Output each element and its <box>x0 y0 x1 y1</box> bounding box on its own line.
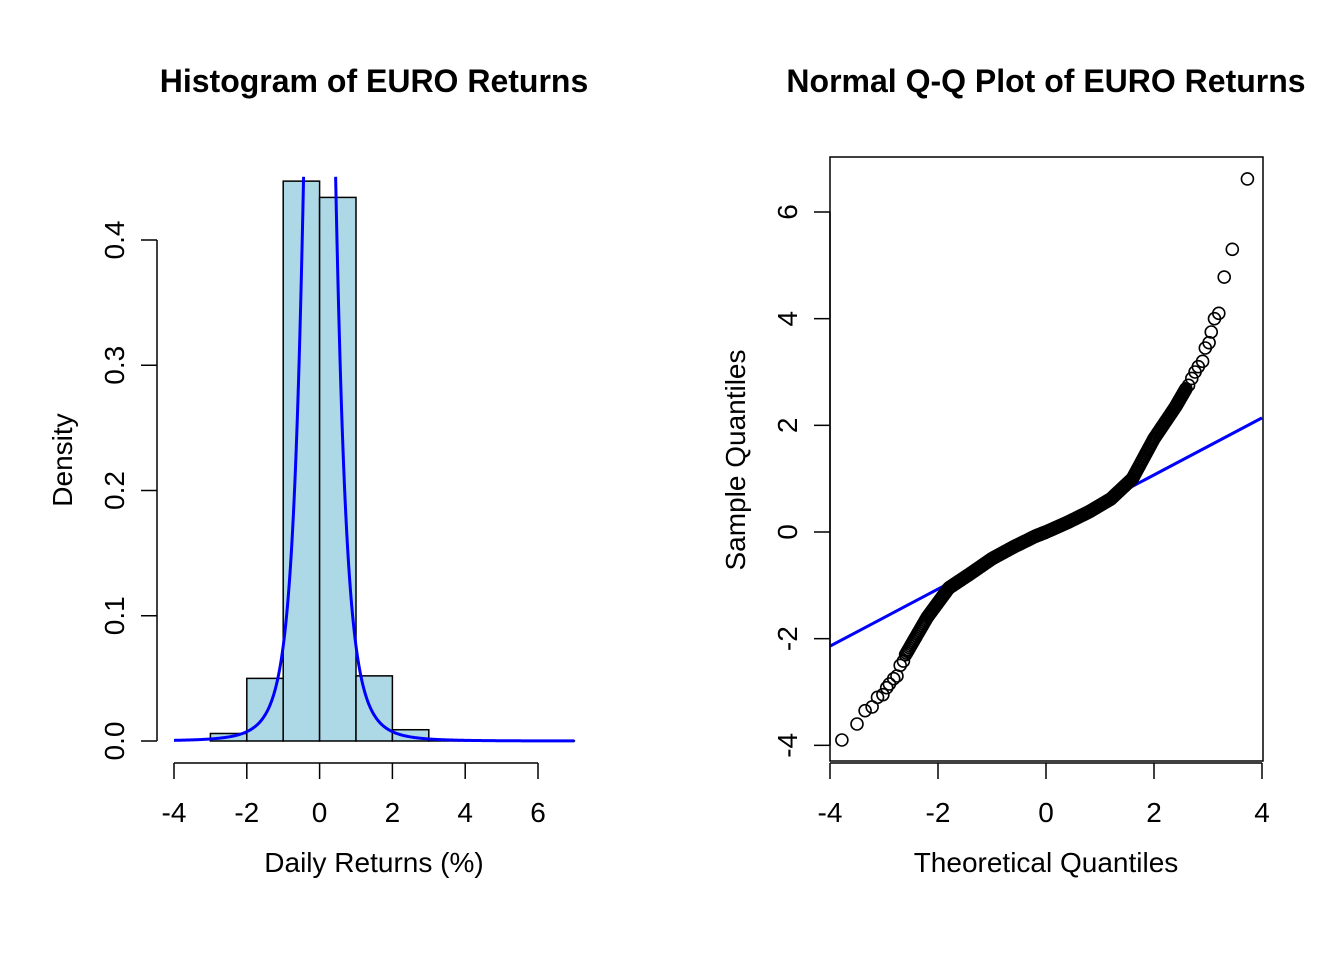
qq-point-high-10 <box>1218 271 1230 283</box>
histogram-x-label: Daily Returns (%) <box>264 847 483 878</box>
qq-x-tick-label-2: 0 <box>1038 797 1054 828</box>
qq-y-tick-label-5: 6 <box>772 204 803 220</box>
histogram-y-tick-label-4: 0.4 <box>99 221 130 260</box>
qq-y-tick-label-0: -4 <box>772 733 803 758</box>
density-curve <box>174 177 574 741</box>
histogram-y-tick-label-0: 0.0 <box>99 722 130 761</box>
histogram-bar-1 <box>247 678 283 741</box>
qq-x-tick-label-4: 4 <box>1254 797 1270 828</box>
qq-points <box>836 173 1254 746</box>
histogram-title: Histogram of EURO Returns <box>160 63 588 99</box>
histogram-y-tick-label-3: 0.3 <box>99 346 130 385</box>
histogram-x-tick-label-3: 2 <box>385 797 401 828</box>
histogram-x-axis: -4 -2 0 2 4 6 <box>162 763 546 828</box>
histogram-x-tick-label-1: -2 <box>234 797 259 828</box>
qq-point-high-12 <box>1241 173 1253 185</box>
histogram-y-axis: 0.0 0.1 0.2 0.3 0.4 <box>99 221 157 761</box>
qq-x-tick-label-1: -2 <box>926 797 951 828</box>
qq-y-axis: -4 -2 0 2 4 6 <box>772 204 830 758</box>
histogram-bars <box>210 181 574 741</box>
qq-y-tick-label-3: 2 <box>772 418 803 434</box>
qq-x-label: Theoretical Quantiles <box>914 847 1179 878</box>
qq-point-high-7 <box>1205 326 1217 338</box>
qq-point-low-1 <box>851 718 863 730</box>
qq-x-tick-label-0: -4 <box>818 797 843 828</box>
qq-x-axis: -4 -2 0 2 4 <box>818 763 1270 828</box>
qq-y-label: Sample Quantiles <box>720 349 751 570</box>
qq-y-tick-label-4: 4 <box>772 311 803 327</box>
histogram-y-label: Density <box>47 413 78 506</box>
histogram-y-tick-label-1: 0.1 <box>99 596 130 635</box>
qq-x-tick-label-3: 2 <box>1146 797 1162 828</box>
histogram-x-tick-label-2: 0 <box>312 797 328 828</box>
histogram-y-tick-label-2: 0.2 <box>99 471 130 510</box>
histogram-bar-4 <box>356 676 392 741</box>
histogram-x-tick-label-5: 6 <box>530 797 546 828</box>
histogram-x-tick-label-4: 4 <box>457 797 473 828</box>
qq-point-low-2 <box>859 705 871 717</box>
qq-y-tick-label-2: 0 <box>772 524 803 540</box>
qq-y-tick-label-1: -2 <box>772 626 803 651</box>
qq-point-high-11 <box>1226 243 1238 255</box>
qq-point-low-0 <box>836 734 848 746</box>
qq-title: Normal Q-Q Plot of EURO Returns <box>786 63 1305 99</box>
histogram-x-tick-label-0: -4 <box>162 797 187 828</box>
